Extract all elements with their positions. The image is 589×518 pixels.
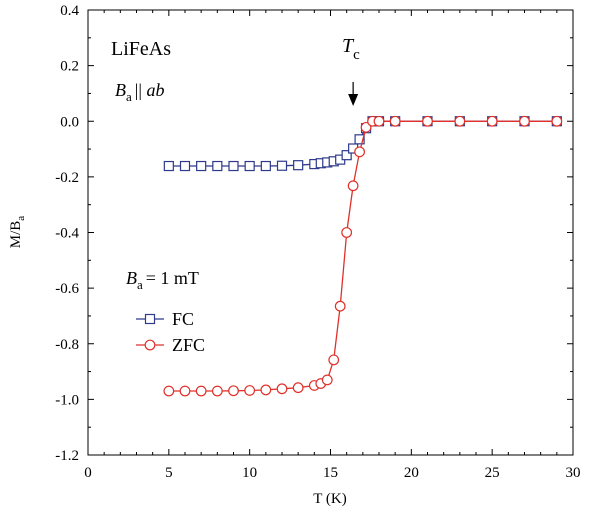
- y-tick-label: -0.2: [55, 170, 79, 186]
- zfc-point: [341, 227, 353, 238]
- fc-point: [341, 150, 352, 161]
- zfc-point: [211, 385, 223, 397]
- x-tick-label: 20: [404, 465, 419, 481]
- fc-point: [163, 160, 174, 172]
- fc-point: [228, 160, 239, 172]
- tc-label: Tc: [342, 35, 360, 63]
- fc-point: [354, 134, 365, 145]
- material-label: LiFeAs: [111, 38, 171, 60]
- zfc-point: [519, 115, 530, 127]
- y-axis-label: M/Ba: [8, 216, 27, 249]
- zfc-point: [354, 146, 366, 158]
- legend: FC ZFC: [136, 309, 205, 355]
- series-layer: [163, 115, 563, 397]
- legend-label-fc: FC: [172, 309, 194, 329]
- fc-point: [179, 160, 191, 172]
- zfc-point: [195, 385, 207, 397]
- tc-arrow: [348, 82, 359, 106]
- y-tick-label: -0.8: [55, 337, 79, 353]
- zfc-point: [321, 374, 333, 386]
- y-tick-label: -1.0: [55, 392, 79, 408]
- zfc-series: [163, 115, 563, 397]
- zfc-point: [422, 115, 433, 127]
- legend-marker-zfc: [144, 339, 156, 351]
- zfc-point: [244, 385, 256, 396]
- zfc-line: [168, 120, 557, 392]
- y-axis-label-main: M/B: [8, 221, 24, 249]
- zfc-point: [276, 383, 288, 395]
- x-tick-label: 10: [242, 465, 257, 481]
- zfc-point: [292, 382, 304, 394]
- y-tick-label: 0.4: [60, 3, 79, 19]
- field-direction-plane: ab: [147, 80, 165, 100]
- zfc-point: [163, 385, 175, 397]
- x-tick-label: 25: [485, 465, 500, 481]
- y-tick-label: 0.0: [60, 114, 79, 130]
- fc-point: [196, 160, 207, 172]
- zfc-point: [551, 115, 563, 127]
- y-tick-label: -1.2: [55, 448, 79, 464]
- zfc-point: [373, 115, 385, 127]
- x-axis-label: T (K): [313, 491, 346, 507]
- fc-point: [212, 160, 223, 172]
- y-tick-label: 0.2: [60, 59, 79, 75]
- fc-point: [260, 160, 271, 172]
- zfc-point: [328, 354, 340, 366]
- y-tick-labels: 0.4 0.2 0.0 -0.2 -0.4 -0.6 -0.8 -1.0 -1.2: [55, 3, 79, 464]
- y-tick-label: -0.4: [55, 226, 79, 242]
- y-axis-label-sub: a: [15, 216, 27, 221]
- zfc-point: [260, 384, 272, 396]
- fc-point: [244, 160, 255, 172]
- field-value-label: Ba = 1 mT: [126, 268, 199, 292]
- zfc-point: [228, 385, 239, 397]
- zfc-point: [360, 121, 372, 133]
- x-tick-label: 30: [566, 465, 581, 481]
- y-tick-label: -0.6: [55, 281, 79, 297]
- x-tick-label: 15: [323, 465, 338, 481]
- legend-item-fc: FC: [136, 309, 194, 329]
- zfc-point: [179, 385, 191, 397]
- legend-item-zfc: ZFC: [136, 335, 205, 355]
- zfc-point: [334, 300, 346, 312]
- zfc-point: [486, 115, 498, 127]
- zfc-point: [454, 115, 466, 127]
- field-direction-label: Ba || ab: [115, 80, 165, 104]
- x-tick-label: 5: [165, 465, 173, 481]
- x-tick-label: 0: [84, 465, 92, 481]
- plot-frame: [87, 9, 574, 456]
- legend-marker-fc: [144, 313, 156, 325]
- legend-label-zfc: ZFC: [172, 335, 205, 355]
- axis-ticks: [87, 9, 574, 456]
- x-tick-labels: 0 5 10 15 20 25 30: [84, 465, 580, 481]
- fc-point: [293, 160, 304, 171]
- zfc-point: [347, 180, 359, 192]
- tc-arrow-head: [348, 94, 359, 106]
- fc-point: [276, 160, 288, 171]
- zfc-point: [389, 115, 401, 127]
